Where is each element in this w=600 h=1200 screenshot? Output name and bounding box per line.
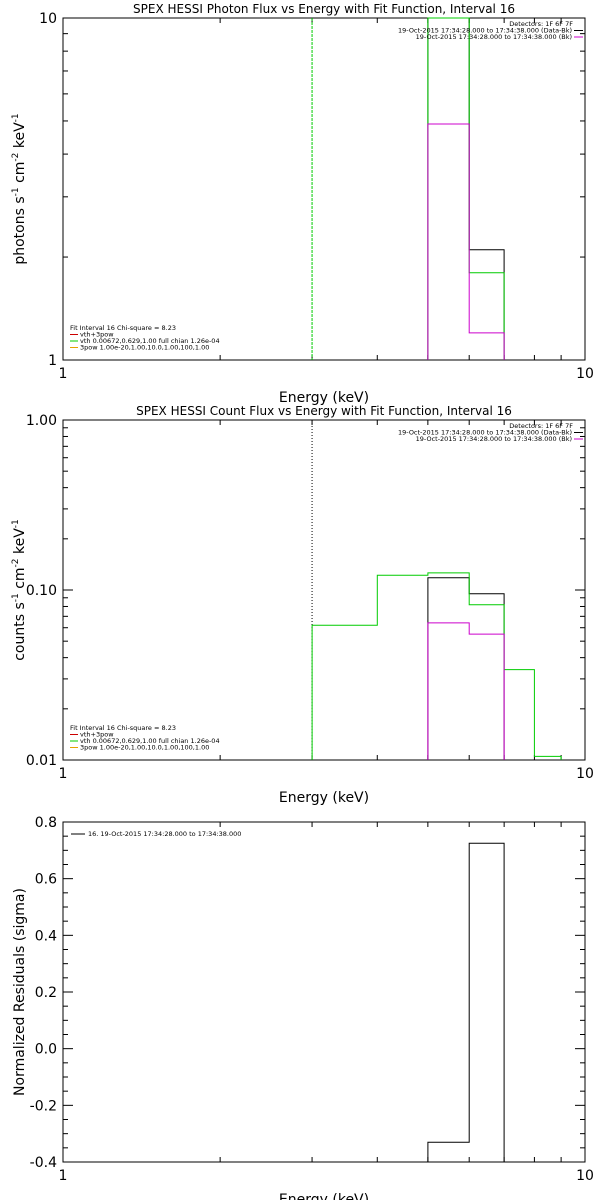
y-axis-label: photons s-1 cm-2 keV-1 xyxy=(11,113,28,264)
series-histogram-2 xyxy=(427,17,505,360)
legend-entry: 19-Oct-2015 17:34:28.000 to 17:34:38.000… xyxy=(398,429,572,437)
legend-header: Fit Interval 16 Chi-square = 8.23 xyxy=(70,324,176,332)
legend-entry: vth 0.00672,0.629,1.00 full chian 1.26e-… xyxy=(80,337,220,345)
y-tick-label: 0.8 xyxy=(35,815,57,831)
y-axis-label-superscript: -1 xyxy=(11,519,21,528)
legend-bottom-left: Fit Interval 16 Chi-square = 8.23vth+3po… xyxy=(70,724,220,752)
y-axis-label-superscript: -1 xyxy=(11,187,21,196)
y-axis-label-part: Normalized Residuals (sigma) xyxy=(12,888,28,1096)
x-tick-label: 1 xyxy=(59,366,68,382)
x-tick-label: 10 xyxy=(576,1168,594,1184)
x-axis-label: Energy (keV) xyxy=(279,790,369,806)
y-axis-label-part: keV xyxy=(12,528,28,559)
panel-2: 1 10 0.01 0.10 1.00 SPEX HESSI Count Flux vs … xyxy=(11,404,594,806)
legend-header: Detectors: 1F 6F 7F xyxy=(509,422,573,430)
legend-entry: 3pow 1.00e-20,1.00,10.0,1.00,100,1.00 xyxy=(80,344,209,352)
legend-header: Fit Interval 16 Chi-square = 8.23 xyxy=(70,724,176,732)
y-tick-label: 10 xyxy=(39,11,57,27)
series-histogram-1 xyxy=(427,842,505,1162)
chart-title: SPEX HESSI Count Flux vs Energy with Fit… xyxy=(136,404,512,418)
x-axis-label: Energy (keV) xyxy=(279,390,369,406)
legend-entry: 19-Oct-2015 17:34:28.000 to 17:34:38.000… xyxy=(416,435,572,443)
y-tick-label: -0.2 xyxy=(30,1098,57,1114)
y-axis-label-superscript: -1 xyxy=(11,113,21,122)
panel-1: 1 10 1 10 SPEX HESSI Photon Flux vs Energy w… xyxy=(11,2,594,406)
legend-header: Detectors: 1F 6F 7F xyxy=(509,20,573,28)
legend-entry: 3pow 1.00e-20,1.00,10.0,1.00,100,1.00 xyxy=(80,744,209,752)
y-axis-label: Normalized Residuals (sigma) xyxy=(12,888,28,1096)
y-axis-label-part: cm xyxy=(12,162,28,188)
y-tick-label: 1.00 xyxy=(26,413,57,429)
y-tick-label: 0.6 xyxy=(35,872,57,888)
plot-frame xyxy=(62,419,586,761)
y-tick-label: 0.4 xyxy=(35,928,57,944)
y-tick-label: 0.10 xyxy=(26,583,57,599)
x-tick-label: 1 xyxy=(59,766,68,782)
chart-title: SPEX HESSI Photon Flux vs Energy with Fi… xyxy=(133,2,515,16)
x-tick-label: 1 xyxy=(59,1168,68,1184)
y-tick-label: 0.2 xyxy=(35,985,57,1001)
legend-entry: 19-Oct-2015 17:34:28.000 to 17:34:38.000… xyxy=(398,27,572,35)
legend-bottom-left: Fit Interval 16 Chi-square = 8.23vth+3po… xyxy=(70,324,220,352)
y-axis-label-part: photons s xyxy=(12,196,28,264)
legend-top-left: 16. 19-Oct-2015 17:34:28.000 to 17:34:38… xyxy=(71,830,241,838)
y-tick-label: 1 xyxy=(48,353,57,369)
y-tick-label: 0.01 xyxy=(26,753,57,769)
legend-entry: vth+3pow xyxy=(80,731,114,739)
series-histogram-3 xyxy=(427,123,505,360)
legend-entry: vth+3pow xyxy=(80,331,114,339)
y-axis-label-superscript: -1 xyxy=(11,593,21,602)
panel-3: 1 10 -0.4 -0.2 0.0 0.2 0.4 0.6 0.8 Energy (keV) No… xyxy=(12,815,594,1200)
y-axis-label-superscript: -2 xyxy=(11,153,21,162)
y-tick-label: 0.0 xyxy=(35,1042,57,1058)
series-histogram-2 xyxy=(311,572,562,760)
y-axis-label-superscript: -2 xyxy=(11,558,21,567)
x-tick-label: 10 xyxy=(576,766,594,782)
x-axis-label: Energy (keV) xyxy=(279,1192,369,1200)
series-histogram-1 xyxy=(427,17,505,360)
legend-entry: 19-Oct-2015 17:34:28.000 to 17:34:38.000… xyxy=(416,33,572,41)
legend-entry: 16. 19-Oct-2015 17:34:28.000 to 17:34:38… xyxy=(88,830,241,838)
y-axis-label-part: keV xyxy=(12,122,28,153)
y-axis-label-part: counts s xyxy=(12,602,28,661)
y-tick-label: -0.4 xyxy=(30,1155,57,1171)
x-tick-label: 10 xyxy=(576,366,594,382)
legend-entry: vth 0.00672,0.629,1.00 full chian 1.26e-… xyxy=(80,737,220,745)
series-histogram-3 xyxy=(427,622,505,760)
y-axis-label: counts s-1 cm-2 keV-1 xyxy=(11,519,28,661)
plot-frame xyxy=(62,821,586,1163)
y-axis-label-part: cm xyxy=(12,567,28,593)
plot-frame xyxy=(62,17,586,361)
